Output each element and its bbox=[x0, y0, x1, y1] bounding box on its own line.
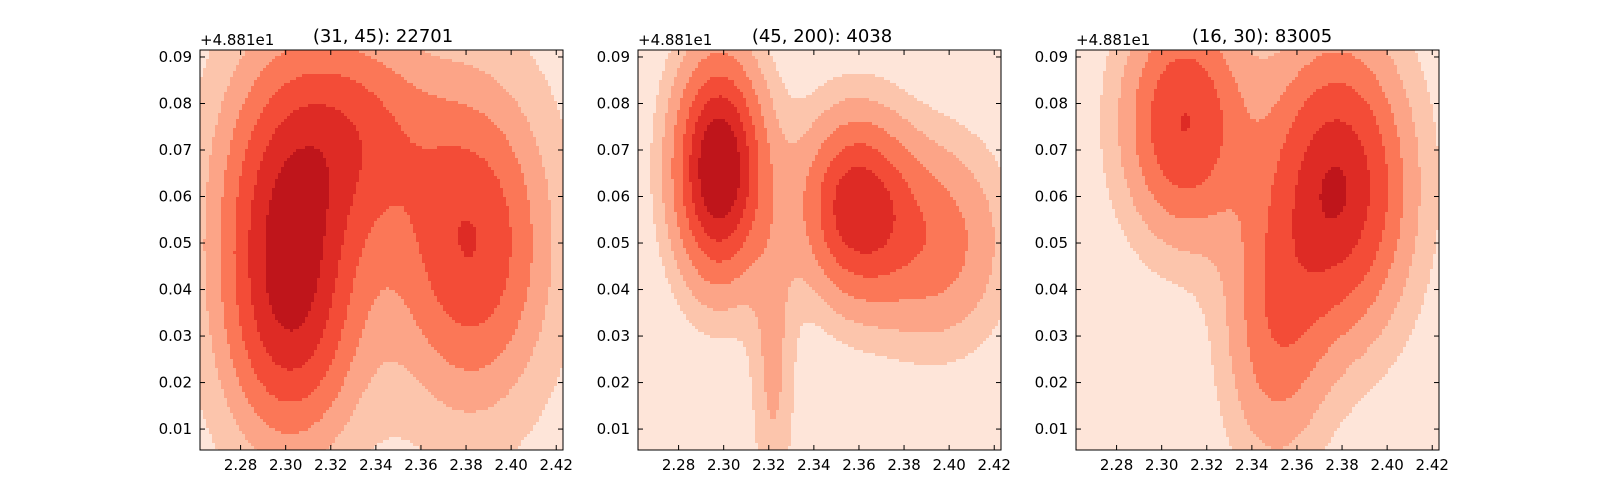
subplot-3: (16, 30): 83005 +4.881e1 2.28 2.30 2.32 2.3… bbox=[1035, 26, 1449, 474]
y-tick-label: 0.03 bbox=[597, 327, 630, 345]
contour-band-5 bbox=[689, 95, 896, 254]
y-tick-label: 0.08 bbox=[597, 94, 630, 112]
subplot-3-offset-label: +4.881e1 bbox=[1076, 31, 1150, 49]
subplot-2-frame bbox=[637, 49, 1002, 451]
contour-band-3 bbox=[671, 53, 968, 302]
y-tick-label: 0.01 bbox=[159, 420, 192, 438]
contour-band-1 bbox=[200, 50, 563, 450]
x-tick-label: 2.42 bbox=[1416, 456, 1449, 474]
y-tick-label: 0.03 bbox=[1035, 327, 1068, 345]
x-tick-label: 2.38 bbox=[449, 456, 482, 474]
y-tick-label: 0.09 bbox=[159, 48, 192, 66]
y-tick-label: 0.09 bbox=[1035, 48, 1068, 66]
y-tick-label: 0.06 bbox=[1035, 188, 1068, 206]
subplot-2-title: (45, 200): 4038 bbox=[752, 26, 892, 47]
contour-band-2 bbox=[203, 50, 551, 450]
subplot-3-title: (16, 30): 83005 bbox=[1192, 26, 1332, 47]
y-tick-label: 0.04 bbox=[597, 281, 630, 299]
contour-band-4 bbox=[233, 74, 512, 401]
y-tick-label: 0.06 bbox=[159, 188, 192, 206]
x-tick-label: 2.42 bbox=[978, 456, 1011, 474]
subplot-3-y-axis: 0.01 0.02 0.03 0.04 0.05 0.06 0.07 0.08 0.09 bbox=[1035, 48, 1439, 438]
subplot-1-title: (31, 45): 22701 bbox=[313, 26, 453, 47]
subplot-1-offset-label: +4.881e1 bbox=[200, 31, 274, 49]
y-tick-label: 0.01 bbox=[597, 420, 630, 438]
y-tick-label: 0.05 bbox=[597, 234, 630, 252]
subplot-3-frame bbox=[1075, 49, 1440, 451]
x-tick-label: 2.40 bbox=[1370, 456, 1403, 474]
y-tick-label: 0.04 bbox=[1035, 281, 1068, 299]
subplot-1-x-axis: 2.28 2.30 2.32 2.34 2.36 2.38 2.40 2.42 bbox=[224, 50, 573, 474]
subplot-2: (45, 200): 4038 +4.881e1 2.28 2.30 2.32 2.3… bbox=[597, 26, 1011, 474]
contour-band-5 bbox=[248, 104, 476, 371]
y-tick-label: 0.02 bbox=[597, 374, 630, 392]
y-tick-label: 0.07 bbox=[1035, 141, 1068, 159]
subplot-1-y-axis: 0.01 0.02 0.03 0.04 0.05 0.06 0.07 0.08 0.09 bbox=[159, 48, 563, 438]
subplot-1-contours bbox=[200, 50, 563, 450]
subplot-1-frame bbox=[199, 49, 564, 451]
x-tick-label: 2.40 bbox=[932, 456, 965, 474]
x-tick-label: 2.30 bbox=[269, 456, 302, 474]
x-tick-label: 2.28 bbox=[224, 456, 257, 474]
contour-band-4 bbox=[683, 77, 926, 278]
y-tick-label: 0.08 bbox=[159, 94, 192, 112]
x-tick-label: 2.30 bbox=[707, 456, 740, 474]
subplot-3-contours bbox=[1076, 50, 1439, 450]
contour-band-6 bbox=[266, 146, 329, 332]
x-tick-label: 2.40 bbox=[494, 456, 527, 474]
y-tick-label: 0.07 bbox=[597, 141, 630, 159]
y-tick-label: 0.07 bbox=[159, 141, 192, 159]
x-tick-label: 2.36 bbox=[1280, 456, 1313, 474]
x-tick-label: 2.38 bbox=[1325, 456, 1358, 474]
subplot-3-x-axis: 2.28 2.30 2.32 2.34 2.36 2.38 2.40 2.42 bbox=[1100, 50, 1449, 474]
subplot-1: (31, 45): 22701 +4.881e1 2.28 2.30 2.32 2.3… bbox=[159, 26, 573, 474]
subplot-2-y-axis: 0.01 0.02 0.03 0.04 0.05 0.06 0.07 0.08 0.09 bbox=[597, 48, 1001, 438]
x-tick-label: 2.36 bbox=[404, 456, 437, 474]
x-tick-label: 2.32 bbox=[314, 456, 347, 474]
x-tick-label: 2.28 bbox=[662, 456, 695, 474]
y-tick-label: 0.06 bbox=[597, 188, 630, 206]
x-tick-label: 2.38 bbox=[887, 456, 920, 474]
x-tick-label: 2.34 bbox=[359, 456, 392, 474]
x-tick-label: 2.32 bbox=[752, 456, 785, 474]
subplot-2-x-axis: 2.28 2.30 2.32 2.34 2.36 2.38 2.40 2.42 bbox=[662, 50, 1011, 474]
contour-band-4 bbox=[1151, 59, 1388, 347]
x-tick-label: 2.34 bbox=[1235, 456, 1268, 474]
y-tick-label: 0.01 bbox=[1035, 420, 1068, 438]
x-tick-label: 2.28 bbox=[1100, 456, 1133, 474]
contour-band-2 bbox=[1118, 50, 1421, 449]
x-tick-label: 2.34 bbox=[797, 456, 830, 474]
x-tick-label: 2.42 bbox=[540, 456, 573, 474]
y-tick-label: 0.05 bbox=[159, 234, 192, 252]
subplot-2-offset-label: +4.881e1 bbox=[638, 31, 712, 49]
contour-band-2 bbox=[662, 50, 995, 419]
contour-band-5 bbox=[1181, 113, 1370, 272]
x-tick-label: 2.36 bbox=[842, 456, 875, 474]
x-tick-label: 2.32 bbox=[1190, 456, 1223, 474]
y-tick-label: 0.02 bbox=[1035, 374, 1068, 392]
x-tick-label: 2.30 bbox=[1145, 456, 1178, 474]
contour-band-6 bbox=[698, 119, 740, 218]
y-tick-label: 0.03 bbox=[159, 327, 192, 345]
y-tick-label: 0.02 bbox=[159, 374, 192, 392]
y-tick-label: 0.09 bbox=[597, 48, 630, 66]
subplot-2-contours bbox=[638, 50, 1001, 450]
y-tick-label: 0.05 bbox=[1035, 234, 1068, 252]
contour-band-1 bbox=[1100, 50, 1439, 450]
y-tick-label: 0.04 bbox=[159, 281, 192, 299]
contour-band-6 bbox=[1319, 167, 1346, 218]
contour-band-3 bbox=[1136, 50, 1403, 401]
contour-band-1 bbox=[650, 50, 1001, 450]
y-tick-label: 0.08 bbox=[1035, 94, 1068, 112]
